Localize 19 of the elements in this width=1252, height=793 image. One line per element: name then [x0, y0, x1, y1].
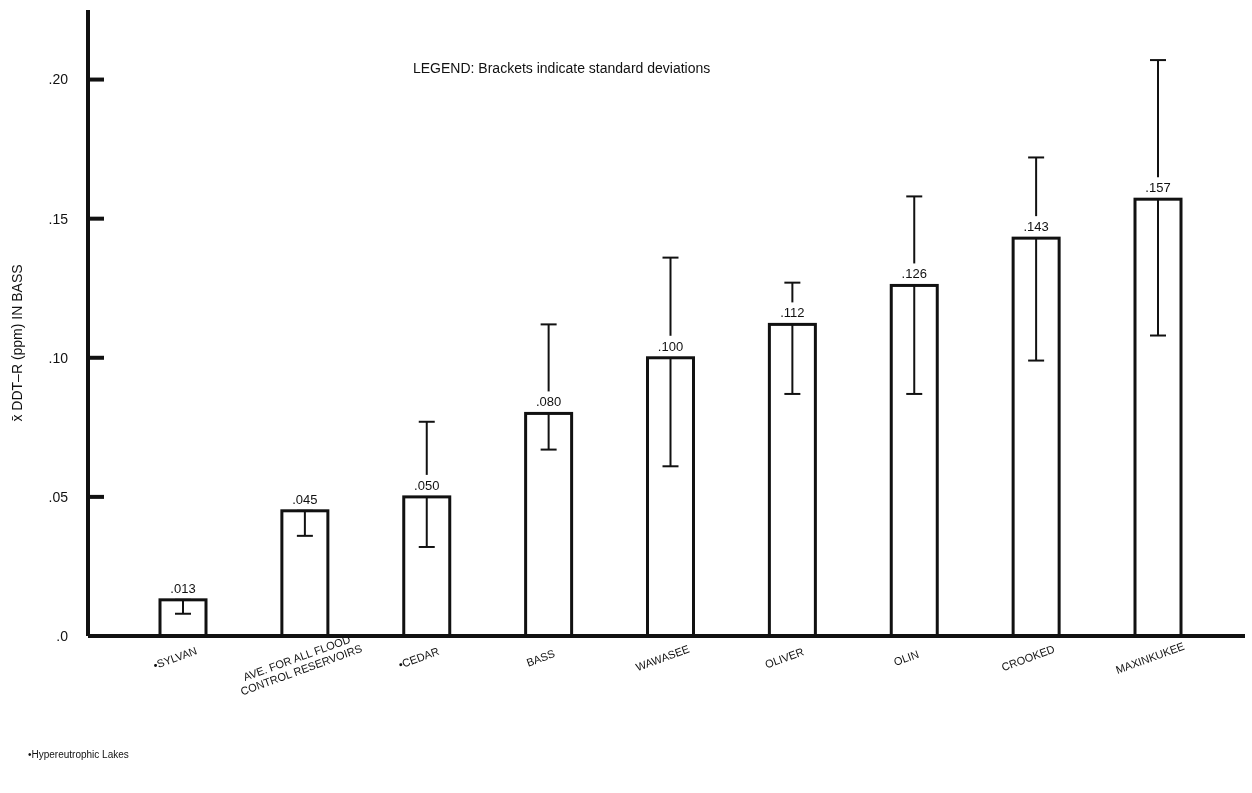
y-tick-label: .15: [48, 210, 69, 227]
data-label: .157: [1145, 180, 1171, 196]
text: •Hypereutrophic Lakes: [28, 749, 129, 760]
annotation: LEGEND: Brackets indicate standard deviations: [413, 60, 711, 76]
y-tick-label: .05: [48, 488, 69, 505]
y-tick-label: .20: [48, 71, 69, 88]
y-axis-title: x̄ DDT–R (ppm) IN BASS: [9, 264, 25, 422]
data-label: .126: [901, 266, 927, 282]
data-label: .050: [414, 477, 440, 493]
x-tick-label: OLIN: [892, 647, 921, 668]
data-label: .080: [535, 394, 562, 410]
x-tick-label: BASS: [524, 647, 557, 669]
data-label: .112: [780, 305, 805, 321]
y-tick-label: .0: [56, 627, 69, 644]
data-label: .013: [170, 580, 196, 596]
data-label: .143: [1023, 219, 1049, 235]
y-tick-label: .10: [48, 349, 69, 366]
data-label: .100: [657, 338, 684, 354]
data-label: .045: [292, 491, 318, 507]
